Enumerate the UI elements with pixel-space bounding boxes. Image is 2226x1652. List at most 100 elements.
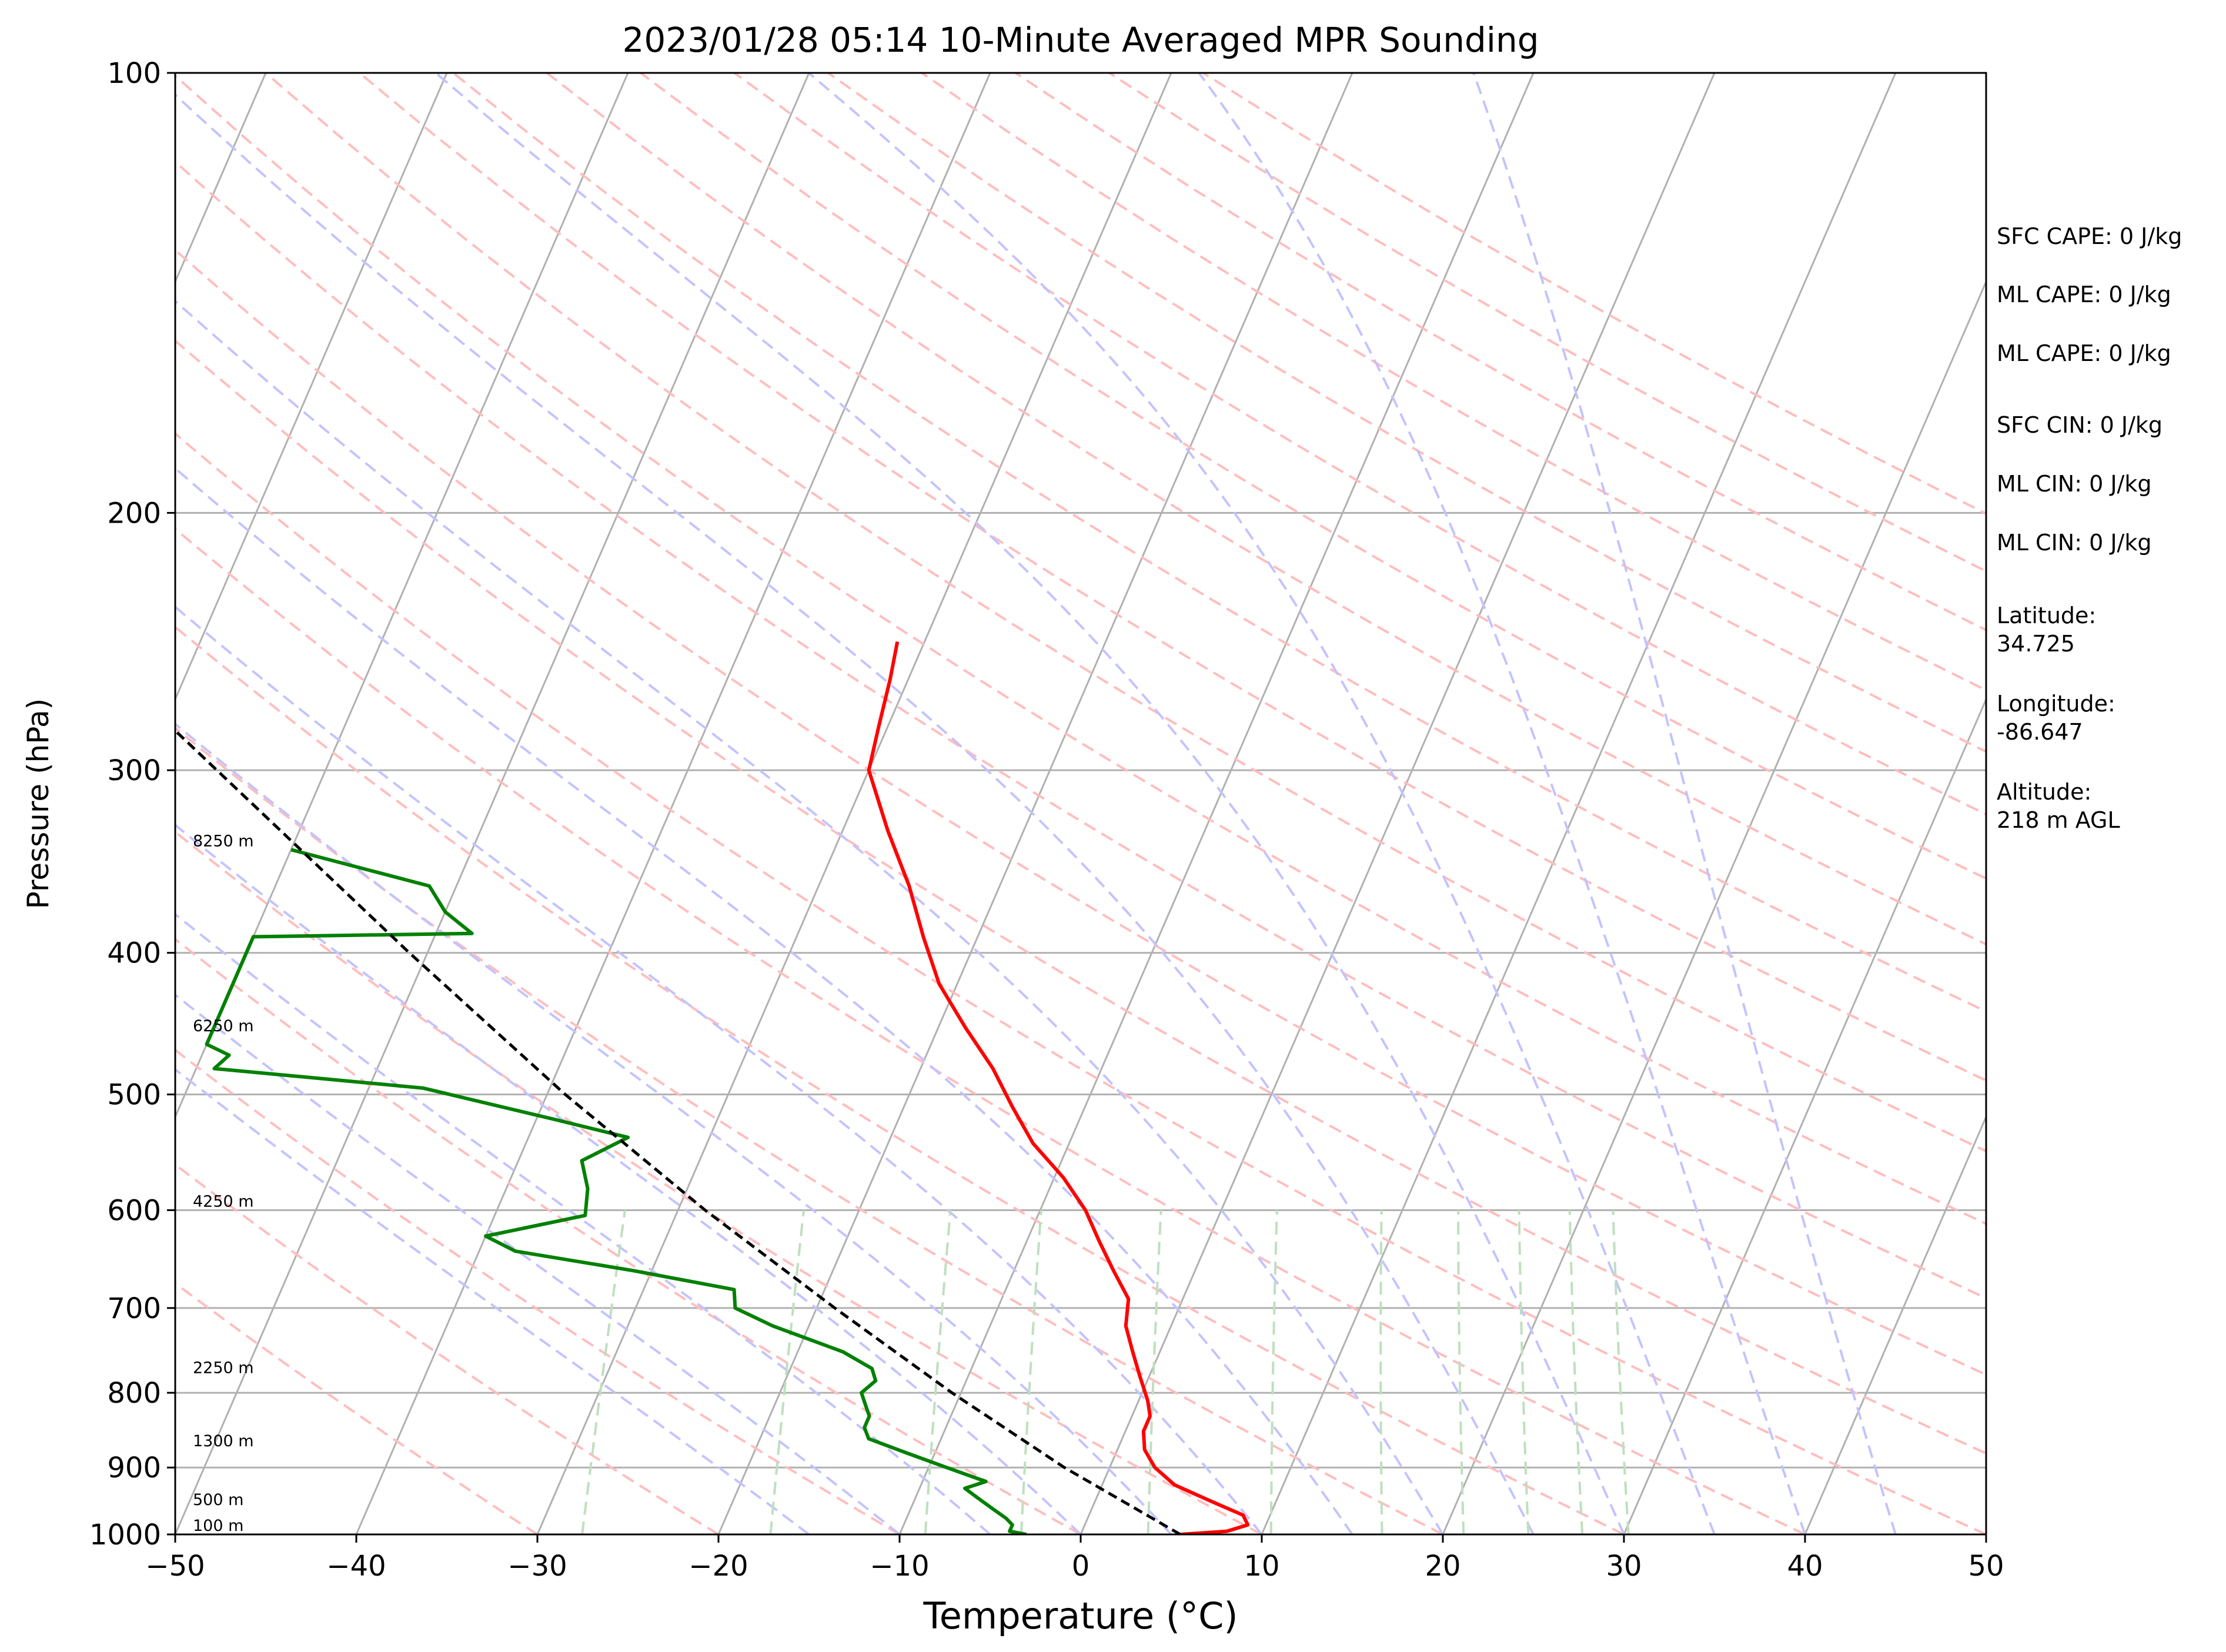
dry-adiabat	[452, 73, 1986, 1013]
sounding-indices: SFC CAPE: 0 J/kg ML CAPE: 0 J/kg ML CAPE: …	[1997, 223, 2182, 833]
mixing-ratio-line	[1518, 1210, 1530, 1534]
y-tick-label: 1000	[89, 1519, 161, 1551]
index-annotation: SFC CAPE: 0 J/kg	[1997, 223, 2182, 249]
dry-adiabat	[175, 626, 1625, 1534]
isotherm-line	[175, 73, 448, 702]
isotherm-line	[2167, 73, 2226, 1534]
x-tick-label: 20	[1425, 1550, 1460, 1583]
dry-adiabat	[175, 938, 1081, 1534]
moist-adiabat	[175, 722, 1172, 1534]
index-annotation: ML CAPE: 0 J/kg	[1997, 340, 2171, 366]
x-tick-label: 10	[1244, 1550, 1279, 1583]
mixing-ratio-line	[581, 1210, 626, 1534]
height-label: 500 m	[193, 1491, 243, 1509]
isotherm-line	[1804, 1114, 1986, 1534]
mixing-ratio-line	[1269, 1210, 1278, 1534]
y-tick-label: 700	[107, 1292, 161, 1325]
dry-adiabat	[175, 1282, 539, 1534]
x-tick-label: −10	[870, 1550, 929, 1583]
dry-adiabat	[640, 73, 1986, 880]
dry-adiabat	[175, 248, 1986, 1376]
moist-adiabat	[175, 605, 1263, 1534]
dry-adiabat	[733, 73, 1986, 816]
x-tick-label: 40	[1787, 1550, 1823, 1583]
x-tick-label: −40	[326, 1550, 386, 1583]
height-labels: 100 m 500 m 1300 m 2250 m 4250 m 6250 m 8250 m	[193, 832, 254, 1535]
isotherm-line	[1623, 697, 1986, 1534]
height-label: 2250 m	[193, 1359, 254, 1377]
x-tick-label: −20	[688, 1550, 748, 1583]
y-tick-label: 300	[107, 754, 161, 787]
height-label: 1300 m	[193, 1432, 254, 1450]
dry-adiabat	[175, 527, 1806, 1534]
dry-adiabat	[175, 432, 1986, 1534]
isotherm-line	[717, 73, 1353, 1534]
mixing-ratio-line	[1457, 1210, 1465, 1534]
y-tick-label: 400	[107, 937, 161, 970]
y-tick-label: 500	[107, 1079, 161, 1112]
x-tick-label: −50	[145, 1550, 205, 1583]
mixing-ratio-line	[1612, 1210, 1630, 1534]
index-annotation: Latitude: 34.725	[1997, 603, 2096, 657]
y-tick-label: 200	[107, 497, 161, 530]
index-annotation: Longitude: -86.647	[1997, 691, 2115, 745]
moist-adiabat	[175, 93, 1535, 1534]
moist-adiabat	[175, 993, 901, 1534]
x-tick-label: 0	[1072, 1550, 1090, 1583]
mixing-ratio-line	[769, 1210, 805, 1534]
plot-frame	[174, 72, 1987, 1536]
moist-adiabat	[175, 467, 1353, 1534]
dry-adiabat	[546, 73, 1986, 946]
isotherm-line	[175, 73, 629, 1119]
dry-adiabat	[175, 1048, 901, 1534]
parcel-trace	[175, 728, 1181, 1534]
x-tick-label: −30	[507, 1550, 567, 1583]
index-annotation: ML CIN: 0 J/kg	[1997, 471, 2151, 497]
x-axis-label: Temperature (°C)	[923, 1594, 1238, 1637]
isotherm-line	[355, 73, 991, 1534]
mixing-ratio-line	[1147, 1210, 1162, 1534]
height-label: 100 m	[193, 1517, 243, 1535]
y-tick-label: 100	[107, 57, 161, 90]
reference-lines	[175, 73, 2226, 1534]
moist-adiabat	[175, 1068, 810, 1534]
y-tick-label: 600	[107, 1194, 161, 1227]
x-tick-label: 30	[1606, 1550, 1642, 1583]
isotherm-line	[175, 73, 810, 1534]
moist-adiabat	[175, 299, 1444, 1534]
dry-adiabat	[827, 73, 1986, 753]
isotherm-line	[1079, 73, 1716, 1534]
y-axis-ticks: 1000 900 800 700 600 500 400 300 200 100	[89, 57, 175, 1551]
moist-adiabat	[1472, 73, 1897, 1534]
y-axis-label: Pressure (hPa)	[21, 698, 55, 909]
moist-adiabat	[434, 73, 1625, 1534]
height-label: 6250 m	[193, 1017, 254, 1035]
height-label: 8250 m	[193, 832, 254, 850]
height-label: 4250 m	[193, 1192, 254, 1210]
moist-adiabat	[175, 823, 1082, 1534]
index-annotation: ML CIN: 0 J/kg	[1997, 530, 2151, 556]
y-tick-label: 900	[107, 1452, 161, 1484]
moist-adiabat	[808, 73, 1716, 1534]
dry-adiabat	[175, 160, 1986, 1300]
index-annotation: Altitude: 218 m AGL	[1997, 779, 2120, 833]
y-tick-label: 800	[107, 1377, 161, 1410]
sounding-traces	[175, 641, 1250, 1534]
dewpoint-trace	[205, 848, 1027, 1534]
dry-adiabat	[175, 726, 1443, 1534]
mixing-ratio-line	[1379, 1210, 1383, 1534]
dry-adiabat	[265, 73, 1986, 1153]
temperature-trace	[867, 641, 1250, 1534]
mixing-ratio-line	[1568, 1210, 1584, 1534]
dry-adiabat	[359, 73, 1986, 1082]
mixing-ratio-line	[1020, 1210, 1042, 1534]
mixing-ratio-line	[924, 1210, 952, 1534]
isotherm-line	[1261, 73, 1897, 1534]
x-tick-label: 50	[1968, 1550, 2004, 1583]
moist-adiabat	[1198, 73, 1806, 1534]
dry-adiabat	[175, 74, 1986, 1225]
dry-adiabat	[175, 339, 1986, 1455]
x-axis-ticks: −50 −40 −30 −20 −10 0 10 20 30 40 50	[145, 1534, 2004, 1583]
index-annotation: SFC CIN: 0 J/kg	[1997, 412, 2163, 438]
